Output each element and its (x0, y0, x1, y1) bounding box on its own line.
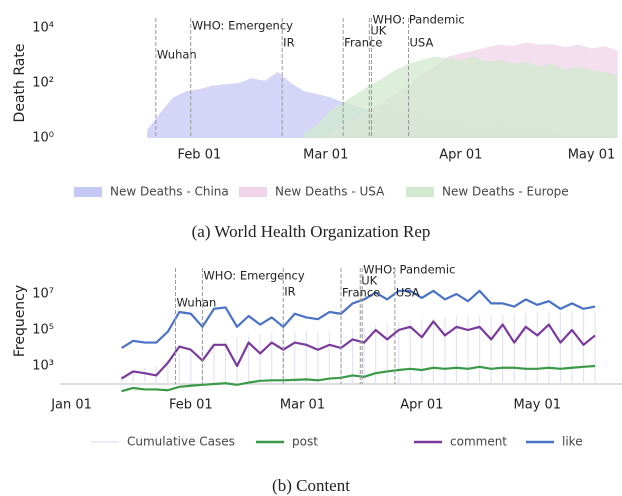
line (121, 320, 596, 380)
legend-label: New Deaths - Europe (442, 185, 569, 199)
bar (190, 349, 192, 384)
x-tick-label: Apr 01 (439, 148, 482, 163)
event-label: WHO: Emergency (192, 19, 293, 33)
bar (167, 360, 169, 384)
legend-label: comment (450, 435, 507, 449)
x-tick-label: May 01 (514, 398, 562, 413)
bar (351, 328, 354, 384)
bar (120, 375, 123, 384)
x-tick-label: Jan 01 (50, 398, 92, 413)
bar (559, 312, 562, 384)
x-tick-label: Apr 01 (400, 398, 443, 413)
bar (548, 312, 550, 384)
y-tick-label: 10⁰ (32, 131, 54, 146)
bar (375, 324, 377, 384)
bar (144, 367, 146, 384)
bar (478, 315, 481, 384)
legend-label: Cumulative Cases (127, 435, 235, 449)
bar (432, 318, 434, 384)
y-tick-label: 10⁷ (32, 287, 54, 302)
bar (490, 314, 492, 384)
bar (294, 331, 296, 384)
bar (386, 322, 388, 384)
area (303, 56, 618, 138)
event-label: France (342, 286, 380, 300)
x-tick-label: Feb 01 (178, 148, 222, 163)
bar (582, 311, 585, 384)
legend-swatch (406, 187, 434, 197)
bar (305, 331, 307, 384)
x-tick-label: May 01 (568, 148, 616, 163)
line (121, 289, 596, 349)
bar (409, 320, 411, 384)
bar (467, 315, 469, 384)
bar (271, 332, 273, 384)
bar (340, 330, 342, 384)
event-label: IR (284, 285, 295, 299)
legend-label: like (562, 435, 583, 449)
event-label: WHO: Pandemic (372, 13, 464, 27)
x-tick-label: Feb 01 (169, 398, 213, 413)
bar (248, 335, 250, 384)
y-tick-label: 10⁵ (32, 323, 54, 338)
bar (536, 312, 538, 384)
bar (444, 317, 446, 384)
area (147, 72, 618, 138)
bar (513, 313, 515, 384)
bar (421, 319, 423, 384)
legend-swatch (239, 187, 267, 197)
x-tick-label: Mar 01 (280, 398, 325, 413)
caption: (b) Content (272, 476, 350, 495)
legend-label: New Deaths - China (110, 185, 229, 199)
y-axis-label: Frequency (12, 285, 28, 357)
event-label: UK (361, 274, 377, 288)
event-label: France (344, 36, 382, 50)
event-label: UK (370, 24, 386, 38)
legend-swatch (74, 187, 102, 197)
event-label: WHO: Emergency (203, 269, 304, 283)
bar (398, 321, 400, 384)
bar (455, 316, 458, 384)
line (121, 364, 596, 393)
y-tick-label: 10² (32, 76, 54, 91)
bar (502, 314, 504, 384)
x-tick-label: Mar 01 (303, 148, 348, 163)
bar (525, 313, 527, 384)
bar (213, 342, 215, 384)
event-label: Wuhan (157, 48, 197, 62)
event-label: IR (283, 36, 294, 50)
event-label: WHO: Pandemic (363, 263, 455, 277)
bar (132, 371, 134, 384)
event-label: Wuhan (176, 296, 216, 310)
caption: (a) World Health Organization Rep (192, 222, 431, 241)
y-tick-label: 10³ (32, 359, 54, 374)
bar (259, 333, 261, 384)
bar (363, 326, 365, 384)
bar (236, 337, 238, 384)
bar (594, 310, 596, 384)
y-tick-label: 10⁴ (32, 21, 54, 36)
bar (328, 330, 331, 384)
bar (178, 353, 180, 384)
legend-label: post (292, 435, 318, 449)
y-axis-label: Death Rate (12, 44, 28, 123)
event-label: USA (410, 36, 434, 50)
bar (571, 311, 573, 384)
bar (224, 339, 227, 384)
bar (317, 331, 319, 384)
event-label: USA (396, 286, 420, 300)
legend-label: New Deaths - USA (275, 185, 385, 199)
